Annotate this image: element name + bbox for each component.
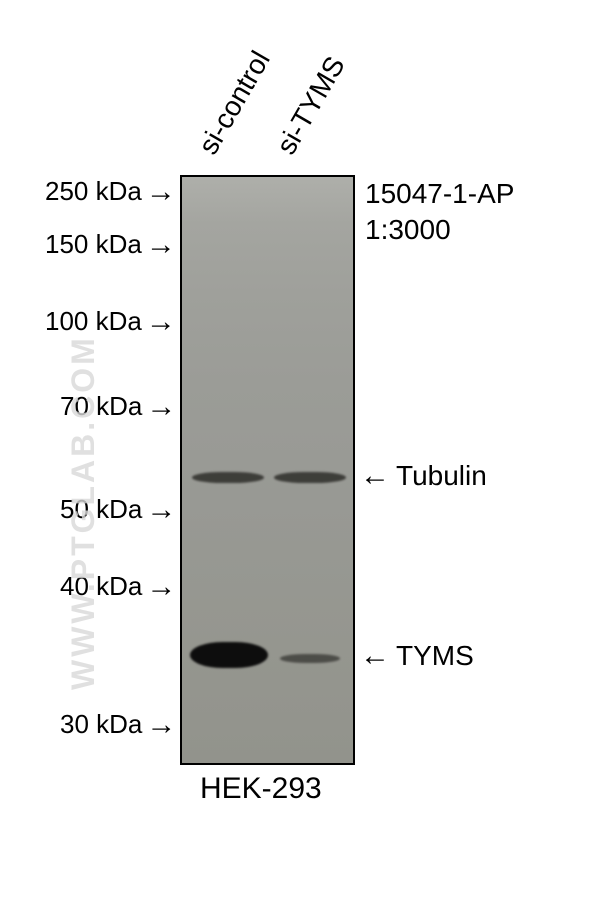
mw-marker: 100 kDa→ (45, 306, 176, 337)
lane-label-si-tyms: si-TYMS (270, 51, 351, 160)
mw-marker: 250 kDa→ (45, 176, 176, 207)
blot-membrane (180, 175, 355, 765)
western-blot-figure: si-control si-TYMS 250 kDa→ 150 kDa→ 100… (0, 0, 607, 903)
mw-marker: 150 kDa→ (45, 229, 176, 260)
lane-labels-group: si-control si-TYMS (180, 0, 355, 170)
mw-text: 30 kDa (60, 709, 142, 740)
arrow-right-icon: → (146, 710, 176, 740)
arrow-right-icon: → (146, 572, 176, 602)
band-tubulin-lane2 (274, 472, 346, 483)
antibody-catalog: 15047-1-AP (365, 178, 514, 210)
mw-marker: 30 kDa→ (60, 709, 176, 740)
band-tyms-lane1 (190, 642, 268, 668)
antibody-dilution: 1:3000 (365, 214, 451, 246)
band-label-text: Tubulin (396, 460, 487, 492)
band-label-tubulin: ← Tubulin (360, 460, 487, 492)
arrow-right-icon: → (146, 392, 176, 422)
watermark-text: WWW.PTGLAB.COM (65, 335, 102, 690)
band-label-text: TYMS (396, 640, 474, 672)
band-tyms-lane2 (280, 654, 340, 663)
blot-background (182, 177, 353, 763)
mw-text: 100 kDa (45, 306, 142, 337)
arrow-right-icon: → (146, 495, 176, 525)
arrow-left-icon: ← (360, 641, 390, 671)
mw-text: 150 kDa (45, 229, 142, 260)
arrow-right-icon: → (146, 230, 176, 260)
arrow-right-icon: → (146, 307, 176, 337)
cell-line-label: HEK-293 (200, 772, 322, 806)
arrow-right-icon: → (146, 177, 176, 207)
lane-label-si-control: si-control (192, 46, 277, 160)
arrow-left-icon: ← (360, 461, 390, 491)
mw-text: 250 kDa (45, 176, 142, 207)
band-label-tyms: ← TYMS (360, 640, 474, 672)
band-tubulin-lane1 (192, 472, 264, 483)
